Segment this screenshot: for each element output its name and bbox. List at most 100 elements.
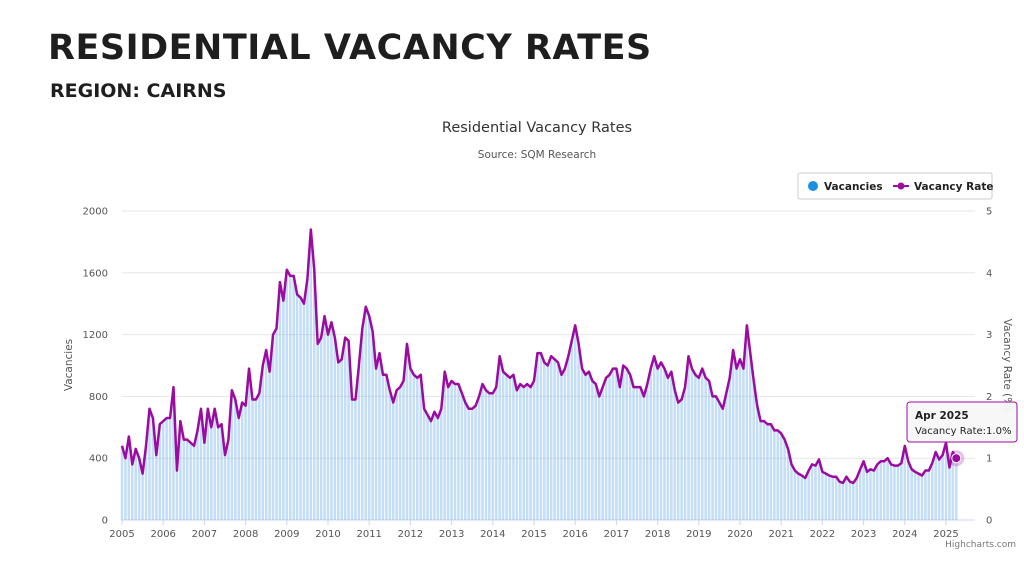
vacancies-bar <box>749 353 752 520</box>
vacancies-bar <box>429 421 433 520</box>
vacancies-bar <box>179 421 182 520</box>
vacancies-bar <box>855 477 859 520</box>
legend-rate-label[interactable]: Vacancy Rate <box>914 181 993 193</box>
vacancies-bar <box>467 408 471 520</box>
vacancies-bar <box>364 306 368 520</box>
vacancies-bar <box>838 481 841 520</box>
x-tick-label: 2008 <box>233 529 258 540</box>
vacancies-bar <box>144 445 148 520</box>
vacancies-bar <box>306 278 309 520</box>
y-right-tick-label: 2 <box>986 392 992 403</box>
vacancies-bar <box>323 316 326 520</box>
vacancies-bar <box>240 402 244 520</box>
vacancies-bar <box>776 430 780 520</box>
vacancies-bar <box>900 463 903 520</box>
vacancies-bar <box>409 368 412 520</box>
vacancies-bar <box>920 475 924 520</box>
vacancies-bar <box>687 356 690 520</box>
vacancies-bar <box>405 343 409 520</box>
vacancies-bar <box>896 465 900 520</box>
x-tick-label: 2017 <box>604 529 629 540</box>
vacancies-bar <box>652 356 656 520</box>
vacancies-bar <box>567 356 570 520</box>
x-tick-label: 2025 <box>933 529 958 540</box>
vacancies-bar <box>697 377 701 520</box>
vacancies-bar <box>834 476 838 520</box>
vacancies-bar <box>333 337 337 520</box>
vacancies-bar <box>457 384 460 520</box>
vacancies-bar <box>862 461 865 520</box>
vacancies-bar <box>546 365 550 520</box>
vacancies-bar <box>230 390 234 520</box>
vacancies-bar <box>879 461 883 520</box>
vacancies-bar <box>148 408 151 520</box>
vacancies-bar <box>618 387 622 520</box>
vacancies-bar <box>155 455 158 520</box>
vacancies-bar <box>213 408 216 520</box>
vacancies-bar <box>131 464 134 520</box>
vacancies-bar <box>845 476 848 520</box>
vacancies-bar <box>556 362 560 520</box>
x-tick-label: 2015 <box>521 529 546 540</box>
x-tick-label: 2007 <box>192 529 217 540</box>
vacancies-bar <box>337 362 340 520</box>
vacancies-bar <box>711 396 714 520</box>
vacancies-bar <box>893 465 896 520</box>
vacancies-bar <box>127 436 131 520</box>
vacancies-bar <box>752 380 756 520</box>
legend-vacancies-marker <box>808 181 818 191</box>
vacancies-bar <box>237 418 241 520</box>
vacancies-bar <box>783 439 786 520</box>
vacancies-bar <box>639 387 642 520</box>
legend-rate-marker <box>897 182 905 190</box>
vacancies-bar <box>666 377 670 520</box>
vacancies-bar <box>656 368 659 520</box>
legend-vacancies-label[interactable]: Vacancies <box>824 181 883 193</box>
x-tick-label: 2014 <box>480 529 505 540</box>
vacancies-bar <box>580 368 584 520</box>
vacancies-bar <box>460 393 464 520</box>
vacancies-bar <box>955 458 958 520</box>
vacancies-bar <box>649 368 653 520</box>
vacancies-bar <box>258 393 261 520</box>
vacancies-bar <box>560 374 563 520</box>
x-tick-label: 2020 <box>727 529 752 540</box>
vacancies-bar <box>251 399 254 520</box>
vacancies-bar <box>539 353 543 520</box>
vacancies-bar <box>591 380 594 520</box>
x-tick-label: 2019 <box>686 529 711 540</box>
vacancies-bar <box>827 475 831 520</box>
vacancy-rate-series <box>120 228 958 485</box>
vacancies-bar <box>525 384 529 520</box>
vacancies-bar <box>948 467 951 520</box>
vacancies-bar <box>371 331 374 520</box>
vacancies-bar <box>422 408 426 520</box>
x-tick-label: 2011 <box>356 529 381 540</box>
vacancy-rate-line <box>120 228 958 485</box>
vacancies-bar <box>484 390 488 520</box>
vacancies-bar <box>319 337 323 520</box>
vacancies-bar <box>264 350 268 520</box>
vacancies-bar <box>759 421 762 520</box>
vacancies-bar <box>848 481 852 520</box>
vacancies-bar <box>570 340 574 520</box>
vacancies-bar <box>141 473 144 520</box>
vacancies-bar <box>501 371 505 520</box>
vacancies-bar <box>597 396 601 520</box>
credits-link[interactable]: Highcharts.com <box>945 540 1016 550</box>
vacancies-bar <box>876 464 879 520</box>
vacancies-bar <box>440 408 443 520</box>
vacancies-bar <box>670 371 673 520</box>
vacancies-bar <box>608 374 611 520</box>
vacancies-bar <box>295 294 299 520</box>
legend[interactable]: Vacancies Vacancy Rate <box>797 172 993 200</box>
vacancies-bar <box>292 275 295 520</box>
vacancies-bar <box>604 377 608 520</box>
vacancies-bar <box>779 433 783 520</box>
vacancies-bar <box>464 402 467 520</box>
vacancies-bar <box>625 368 628 520</box>
vacancies-bar <box>529 387 532 520</box>
vacancies-bar <box>532 380 536 520</box>
vacancies-bar <box>446 387 450 520</box>
vacancies-bar <box>354 399 357 520</box>
